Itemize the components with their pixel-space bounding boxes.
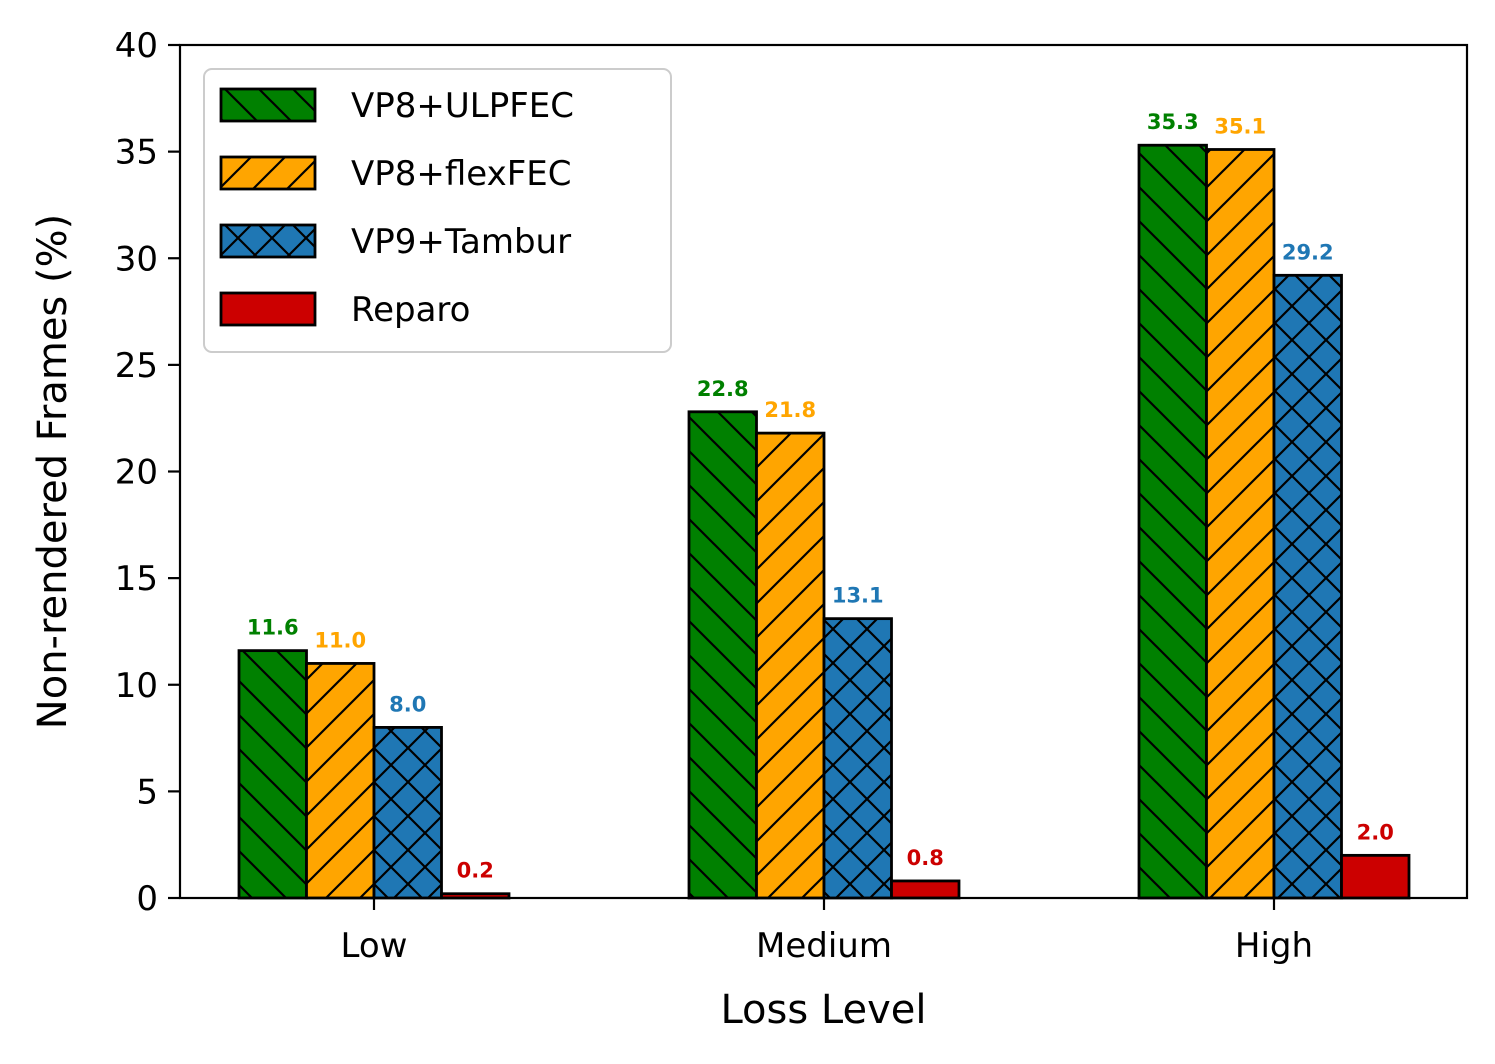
y-tick-label-25: 25 bbox=[115, 346, 158, 386]
data-label-reparo-medium: 0.8 bbox=[907, 846, 944, 870]
x-tick-label-medium: Medium bbox=[756, 926, 892, 966]
bar-hatch bbox=[689, 411, 757, 898]
y-tick-label-20: 20 bbox=[115, 453, 158, 493]
bar-hatch bbox=[1139, 145, 1207, 899]
data-label-vp8-flexfec-low: 11.0 bbox=[314, 628, 366, 652]
bar-fill bbox=[891, 880, 959, 898]
legend-label-reparo: Reparo bbox=[351, 290, 470, 330]
legend-item-vp8-ulpfec: VP8+ULPFEC bbox=[219, 86, 574, 126]
bar-vp9-tambur-low bbox=[372, 726, 443, 900]
bar-reparo-medium bbox=[890, 879, 961, 900]
legend-label-vp9-tambur: VP9+Tambur bbox=[351, 222, 571, 262]
data-label-vp8-ulpfec-low: 11.6 bbox=[247, 616, 299, 640]
bar-hatch bbox=[824, 618, 892, 898]
legend-swatch-hatch bbox=[221, 89, 315, 121]
y-tick-label-15: 15 bbox=[115, 559, 158, 599]
legend-label-vp8-flexfec: VP8+flexFEC bbox=[351, 154, 572, 194]
legend-swatch-hatch bbox=[221, 225, 315, 257]
legend-swatch-outline bbox=[219, 87, 317, 123]
bar-vp9-tambur-medium bbox=[822, 617, 893, 900]
data-label-vp8-ulpfec-high: 35.3 bbox=[1147, 110, 1199, 134]
x-tick-label-high: High bbox=[1235, 926, 1313, 966]
data-label-reparo-high: 2.0 bbox=[1357, 820, 1394, 844]
legend-item-vp9-tambur: VP9+Tambur bbox=[219, 222, 571, 262]
bar-hatch bbox=[1274, 275, 1342, 898]
bar-hatch bbox=[239, 650, 307, 898]
data-label-vp9-tambur-medium: 13.1 bbox=[832, 584, 884, 608]
legend-label-vp8-ulpfec: VP8+ULPFEC bbox=[351, 86, 574, 126]
bar-vp8-flexfec-medium bbox=[755, 431, 826, 900]
legend-box bbox=[203, 68, 672, 353]
data-label-vp9-tambur-low: 8.0 bbox=[389, 692, 426, 716]
bar-hatch bbox=[756, 433, 824, 898]
data-label-vp8-flexfec-high: 35.1 bbox=[1214, 114, 1266, 138]
bar-fill bbox=[441, 893, 509, 898]
legend-swatch-outline bbox=[219, 291, 317, 327]
bar-hatch bbox=[1206, 149, 1274, 898]
y-tick-label-35: 35 bbox=[115, 133, 158, 173]
y-axis-title: Non-rendered Frames (%) bbox=[30, 214, 76, 729]
y-tick-label-40: 40 bbox=[115, 26, 158, 66]
data-label-vp9-tambur-high: 29.2 bbox=[1282, 240, 1334, 264]
bar-vp8-ulpfec-medium bbox=[687, 410, 758, 900]
y-tick-label-0: 0 bbox=[136, 879, 158, 919]
legend-swatch-fill bbox=[221, 293, 315, 325]
legend-swatch-outline bbox=[219, 155, 317, 191]
y-tick-label-30: 30 bbox=[115, 239, 158, 279]
bar-vp9-tambur-high bbox=[1272, 273, 1343, 900]
data-label-vp8-ulpfec-medium: 22.8 bbox=[697, 377, 749, 401]
bar-hatch bbox=[306, 663, 374, 898]
bar-vp8-flexfec-high bbox=[1205, 148, 1276, 900]
legend-swatch-outline bbox=[219, 223, 317, 259]
bar-vp8-ulpfec-high bbox=[1137, 143, 1208, 900]
data-label-vp8-flexfec-medium: 21.8 bbox=[764, 398, 816, 422]
legend-swatch-hatch bbox=[221, 157, 315, 189]
x-tick-label-low: Low bbox=[341, 926, 408, 966]
bar-vp8-flexfec-low bbox=[305, 662, 376, 900]
legend: VP8+ULPFEC VP8+flexFEC VP9+Tambur Reparo bbox=[203, 68, 672, 353]
bar-vp8-ulpfec-low bbox=[237, 649, 308, 900]
y-tick-label-5: 5 bbox=[136, 772, 158, 812]
bar-hatch bbox=[374, 727, 442, 898]
y-tick-label-10: 10 bbox=[115, 666, 158, 706]
data-label-reparo-low: 0.2 bbox=[457, 859, 494, 883]
legend-item-reparo: Reparo bbox=[219, 290, 470, 330]
legend-item-vp8-flexfec: VP8+flexFEC bbox=[219, 154, 572, 194]
bar-reparo-high bbox=[1340, 853, 1411, 900]
bar-fill bbox=[1341, 855, 1409, 898]
x-axis-title: Loss Level bbox=[720, 987, 926, 1033]
